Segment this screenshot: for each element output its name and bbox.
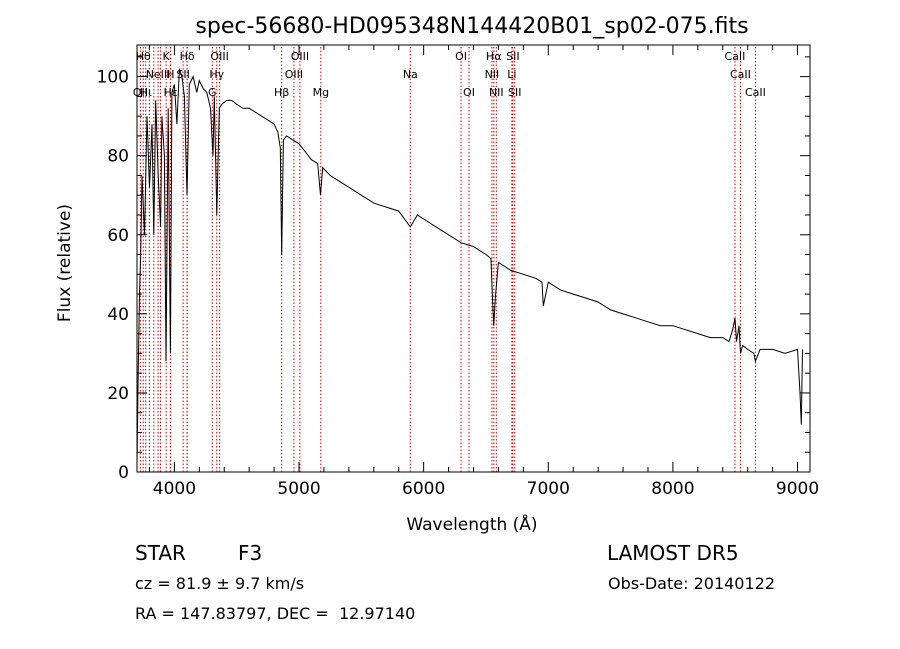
line-label: OIII [285,68,303,81]
x-tick-label: 6000 [402,479,445,499]
y-tick-label: 60 [107,226,129,246]
obs-date: Obs-Date: 20140122 [608,574,776,593]
object-class: STAR [135,541,186,565]
y-axis-label: Flux (relative) [55,204,75,322]
line-label: Mg [313,86,329,99]
line-label: SII [508,86,521,99]
emission-line-markers [139,47,756,472]
line-label: CaII [745,86,766,99]
line-label: Hα [486,50,502,63]
redshift-value: cz = 81.9 ± 9.7 km/s [135,574,305,593]
chart-title: spec-56680-HD095348N144420B01_sp02-075.f… [195,14,748,39]
x-tick-label: 9000 [776,479,819,499]
plot-frame [136,44,811,473]
line-label: Hι [140,86,152,99]
survey-name: LAMOST DR5 [607,541,739,565]
x-axis-label: Wavelength (Å) [406,513,537,535]
line-label: SII [506,50,519,63]
line-label: G [208,86,217,99]
line-label: Hδ [180,50,195,63]
line-label: Na [403,68,418,81]
line-label: SII [176,68,189,81]
line-label: Hθ [136,50,151,63]
line-label: NII [485,68,500,81]
x-axis: 4000 5000 6000 7000 8000 9000 [148,45,819,499]
y-tick-label: 40 [107,305,129,325]
y-tick-label: 20 [107,384,129,404]
line-label: OI [463,86,475,99]
line-label: NeIII [146,68,171,81]
coordinates: RA = 147.83797, DEC = 12.97140 [135,604,416,623]
line-label: CaII [725,50,746,63]
line-label: OIII [210,50,228,63]
spectrum-line [136,68,803,465]
line-label: Hβ [274,86,289,99]
y-tick-label: 0 [118,463,129,483]
x-tick-label: 5000 [277,479,320,499]
line-label: CaII [730,68,751,81]
y-axis: 0 20 40 60 80 100 [97,56,810,483]
line-label: Li [507,68,516,81]
x-tick-label: 4000 [153,479,196,499]
line-label: OI [455,50,467,63]
line-label: Hγ [209,68,224,81]
line-label: NII [489,86,504,99]
line-label: H [166,68,174,81]
line-label: OIII [291,50,309,63]
y-tick-label: 80 [107,147,129,167]
x-tick-label: 8000 [651,479,694,499]
emission-line-labels: OIIHθHιNeIIIKHHεSIIHδGHγOIIIHβOIIIOIIIMg… [133,50,766,99]
y-tick-label: 100 [97,68,129,88]
line-label: K [163,50,171,63]
x-tick-label: 7000 [527,479,570,499]
object-subclass: F3 [238,541,263,565]
